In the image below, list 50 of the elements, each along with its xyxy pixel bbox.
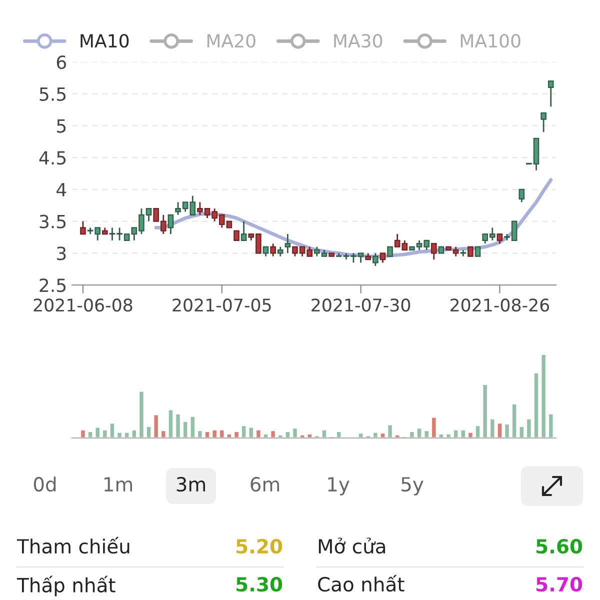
y-tick-label: 5.5 bbox=[40, 88, 66, 101]
legend-label: MA20 bbox=[207, 34, 256, 48]
y-tick-label: 4.5 bbox=[39, 151, 66, 165]
y-tick-label: 5 bbox=[57, 119, 66, 133]
text: 1y bbox=[328, 477, 350, 496]
y-tick-label: 3 bbox=[57, 246, 66, 260]
x-tick-label: 2021-07-05 bbox=[172, 298, 271, 312]
candlestick bbox=[431, 242, 437, 260]
y-tick-label: 6 bbox=[56, 55, 66, 70]
text: 5y bbox=[402, 477, 424, 496]
text: 5.20 bbox=[236, 538, 282, 554]
y-tick-label: 4 bbox=[56, 183, 66, 196]
x-tick-label: 2021-07-30 bbox=[312, 298, 410, 312]
text: 5.70 bbox=[536, 576, 582, 592]
candlestick bbox=[262, 246, 269, 258]
legend-label: MA100 bbox=[460, 34, 520, 48]
candlestick bbox=[284, 233, 291, 254]
text: Tham chiếu bbox=[16, 536, 130, 554]
candlestick bbox=[394, 233, 400, 248]
text: 6m bbox=[250, 476, 280, 492]
text: 5.60 bbox=[536, 538, 582, 554]
x-tick-label: 2021-08-26 bbox=[450, 298, 550, 312]
candlestick bbox=[474, 246, 481, 257]
x-tick-label: 2021-06-08 bbox=[34, 298, 132, 312]
candlestick bbox=[496, 233, 503, 244]
text: 0d bbox=[34, 476, 56, 492]
candlestick bbox=[548, 80, 554, 108]
candlestick bbox=[277, 246, 284, 258]
candlestick bbox=[80, 220, 86, 235]
text: 1m bbox=[104, 477, 132, 492]
legend-label: MA30 bbox=[334, 34, 382, 48]
candlestick bbox=[402, 240, 408, 251]
candlestick bbox=[518, 188, 525, 203]
candlestick bbox=[270, 242, 276, 258]
candlestick bbox=[387, 246, 393, 257]
candlestick bbox=[380, 252, 386, 264]
text: 3m bbox=[176, 476, 206, 492]
text: 5.30 bbox=[236, 576, 282, 592]
candlestick bbox=[540, 112, 546, 133]
candlestick bbox=[240, 220, 247, 242]
candlestick bbox=[468, 246, 474, 257]
y-tick-label: 2.5 bbox=[40, 278, 66, 292]
text: Cao nhất bbox=[318, 574, 404, 592]
candlestick bbox=[234, 230, 240, 241]
text: Thấp nhất bbox=[16, 576, 116, 596]
legend-label: MA10 bbox=[80, 34, 129, 48]
candlestick bbox=[168, 214, 174, 235]
y-tick-label: 3.5 bbox=[40, 214, 66, 228]
candlestick bbox=[372, 252, 378, 267]
text: Mở cửa bbox=[318, 538, 386, 554]
